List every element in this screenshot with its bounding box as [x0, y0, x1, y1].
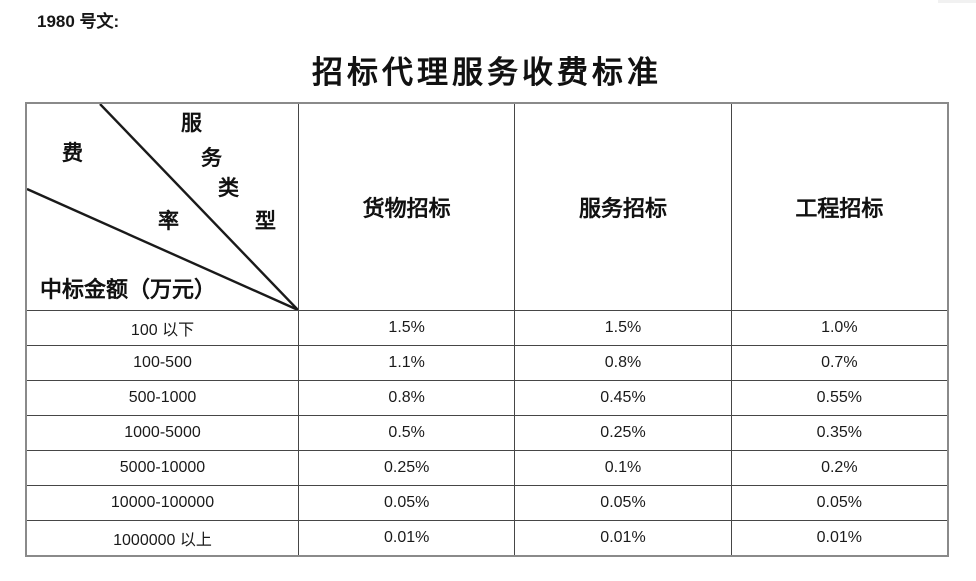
rate-cell: 0.2%: [730, 450, 947, 485]
column-header-works: 工程招标: [730, 104, 947, 310]
corner-amount-label: 中标金额（万元）: [40, 277, 217, 302]
rate-cell: 1.5%: [514, 310, 731, 345]
rate-cell: 0.05%: [298, 485, 515, 520]
corner-rate-char-1: 费: [62, 141, 83, 165]
doc-number: 1980 号文:: [37, 12, 120, 31]
diagonal-split-lines: [27, 104, 298, 310]
rate-cell: 0.01%: [298, 520, 515, 555]
row-range-cell: 100 以下: [27, 310, 298, 345]
row-range-cell: 100-500: [27, 345, 298, 380]
corner-rate-char-2: 率: [158, 209, 179, 233]
rate-cell: 0.05%: [730, 485, 947, 520]
rate-cell: 0.25%: [298, 450, 515, 485]
column-header-goods: 货物招标: [298, 104, 514, 310]
row-range-cell: 1000-5000: [27, 415, 298, 450]
corner-type-char-1: 服: [181, 111, 202, 135]
rate-cell: 0.01%: [514, 520, 731, 555]
row-range-cell: 1000000 以上: [27, 520, 298, 555]
row-range-cell: 10000-100000: [27, 485, 298, 520]
fee-standard-table: 服 务 类 型 费 率 中标金额（万元） 货物招标 服务招标 工程招标 100 …: [25, 102, 949, 557]
rate-cell: 0.8%: [298, 380, 515, 415]
rate-cell: 0.1%: [514, 450, 731, 485]
row-range-cell: 5000-10000: [27, 450, 298, 485]
rate-cell: 1.0%: [730, 310, 947, 345]
corner-type-char-2: 务: [201, 146, 222, 170]
row-range-cell: 500-1000: [27, 380, 298, 415]
column-header-services: 服务招标: [514, 104, 730, 310]
rate-cell: 0.45%: [514, 380, 731, 415]
rate-cell: 1.1%: [298, 345, 515, 380]
rate-cell: 0.05%: [514, 485, 731, 520]
corner-type-char-3: 类: [218, 176, 239, 200]
rate-cell: 1.5%: [298, 310, 515, 345]
rate-cell: 0.01%: [730, 520, 947, 555]
rate-cell: 0.5%: [298, 415, 515, 450]
corner-type-char-4: 型: [255, 209, 276, 233]
page-title: 招标代理服务收费标准: [312, 55, 662, 90]
rate-cell: 0.55%: [730, 380, 947, 415]
rate-cell: 0.25%: [514, 415, 731, 450]
rate-cell: 0.8%: [514, 345, 731, 380]
rate-cell: 0.35%: [730, 415, 947, 450]
top-right-edge-artifact: [938, 0, 976, 3]
table-corner-cell: 服 务 类 型 费 率 中标金额（万元）: [27, 104, 298, 310]
rate-cell: 0.7%: [730, 345, 947, 380]
